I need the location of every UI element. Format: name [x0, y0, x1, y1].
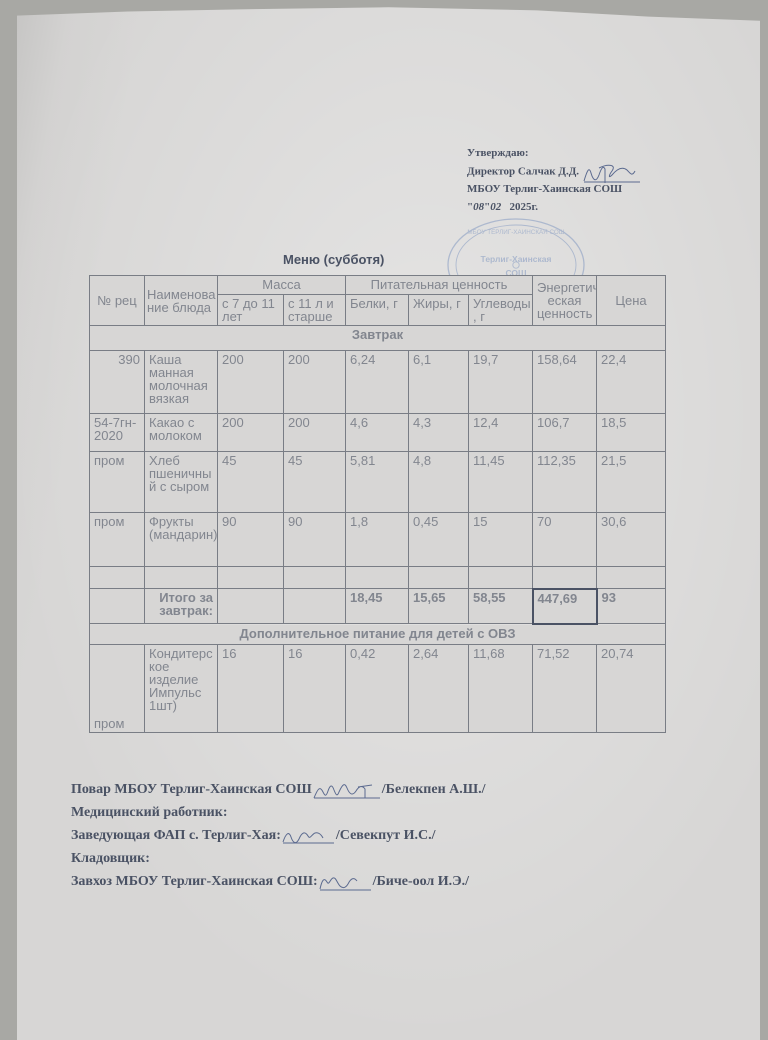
svg-text:Терлиг-Хаинская: Терлиг-Хаинская — [481, 254, 552, 264]
svg-text:МБОУ ТЕРЛИГ-ХАИНСКАЯ СОШ: МБОУ ТЕРЛИГ-ХАИНСКАЯ СОШ — [467, 229, 564, 236]
